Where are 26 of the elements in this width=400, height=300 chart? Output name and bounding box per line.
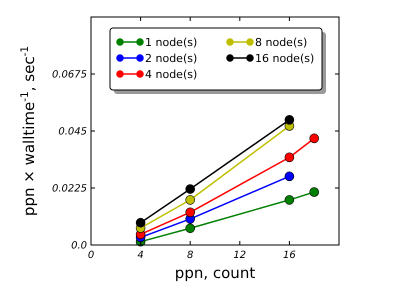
y-tick-label: 0.0: [71, 240, 87, 252]
legend-label: 8 node(s): [255, 36, 308, 49]
legend-label: 16 node(s): [255, 52, 314, 65]
point: [284, 152, 294, 162]
x-tick-label: 12: [233, 250, 246, 261]
point: [185, 223, 195, 234]
y-tick-label: 0.0225: [52, 184, 87, 194]
point: [284, 115, 294, 125]
point: [309, 187, 319, 197]
legend-label: 4 node(s): [145, 68, 198, 81]
point: [136, 218, 146, 228]
legend-label: 1 node(s): [145, 36, 198, 49]
y-tick-label: 0.0675: [52, 70, 87, 80]
x-tick-label: 16: [283, 250, 296, 261]
point: [185, 184, 195, 194]
point: [185, 195, 195, 205]
point: [284, 172, 294, 182]
point: [309, 134, 319, 144]
x-axis-title: ppn, count: [174, 264, 256, 282]
x-tick-label: 4: [137, 250, 144, 261]
x-tick-label: 0: [88, 250, 94, 261]
x-tick-label: 8: [187, 250, 194, 261]
y-tick-label: 0.045: [58, 126, 87, 138]
point: [284, 195, 294, 205]
legend-label: 2 node(s): [145, 52, 198, 65]
point: [185, 208, 195, 218]
